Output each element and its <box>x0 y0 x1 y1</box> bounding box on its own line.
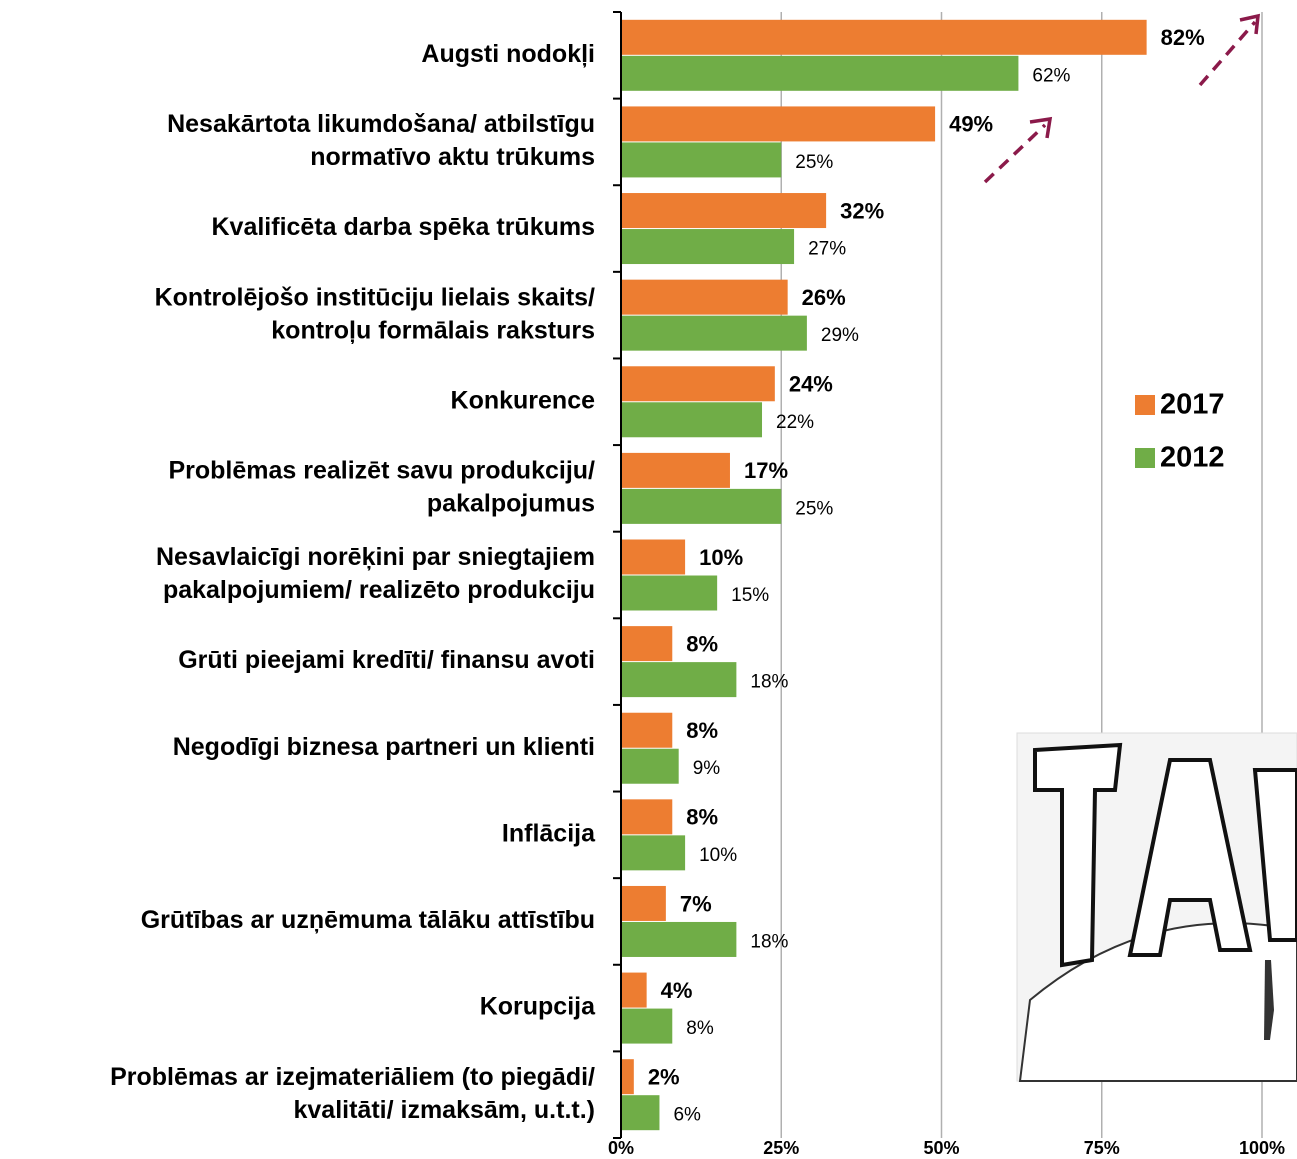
value-label: 8% <box>686 805 718 830</box>
category-label: Kontrolējošo institūciju lielais skaits/ <box>155 283 595 311</box>
x-tick-label: 25% <box>763 1138 799 1158</box>
category-label: Grūtības ar uzņēmuma tālāku attīstību <box>141 906 595 934</box>
value-label: 24% <box>789 372 833 397</box>
bar <box>621 835 685 870</box>
x-tick-label: 0% <box>608 1138 634 1158</box>
bar <box>621 20 1147 55</box>
bar <box>621 973 647 1008</box>
x-tick-label: 100% <box>1239 1138 1285 1158</box>
value-label: 7% <box>680 891 712 916</box>
bar <box>621 886 666 921</box>
bar <box>621 453 730 488</box>
bar <box>621 626 672 661</box>
bar <box>621 922 736 957</box>
value-label: 8% <box>686 718 718 743</box>
value-label: 8% <box>686 631 718 656</box>
bar <box>621 316 807 351</box>
value-label: 25% <box>795 152 833 173</box>
value-label: 6% <box>673 1105 701 1126</box>
value-label: 4% <box>661 978 693 1003</box>
value-label: 10% <box>699 845 737 866</box>
category-label: pakalpojumiem/ realizēto produkciju <box>163 576 595 604</box>
bar <box>621 749 679 784</box>
value-label: 29% <box>821 325 859 346</box>
bar <box>621 540 685 575</box>
bar <box>621 142 781 177</box>
category-label: Nesakārtota likumdošana/ atbilstīgu <box>167 110 595 138</box>
value-label: 32% <box>840 198 884 223</box>
bar <box>621 106 935 141</box>
value-label: 25% <box>795 498 833 519</box>
value-label: 17% <box>744 458 788 483</box>
category-label: Grūti pieejami kredīti/ finansu avoti <box>178 646 595 674</box>
category-label: Nesavlaicīgi norēķini par sniegtajiem <box>156 543 595 571</box>
value-label: 15% <box>731 585 769 606</box>
category-label: Negodīgi biznesa partneri un klienti <box>173 733 595 761</box>
category-label: Problēmas realizēt savu produkciju/ <box>168 456 595 484</box>
bar <box>621 402 762 437</box>
value-label: 10% <box>699 545 743 570</box>
x-tick-label: 75% <box>1084 1138 1120 1158</box>
category-label: kvalitāti/ izmaksām, u.t.t.) <box>294 1096 596 1124</box>
value-label: 22% <box>776 412 814 433</box>
category-label: pakalpojumus <box>427 489 595 517</box>
value-label: 2% <box>648 1065 680 1090</box>
legend-swatch <box>1135 448 1155 468</box>
bar <box>621 1095 659 1130</box>
bar <box>621 713 672 748</box>
bar <box>621 229 794 264</box>
value-label: 49% <box>949 112 993 137</box>
category-label: Konkurence <box>451 386 596 414</box>
category-label: Augsti nodokļi <box>421 40 595 68</box>
bar <box>621 1009 672 1044</box>
category-label: Kvalificēta darba spēka trūkums <box>212 213 596 241</box>
bar <box>621 662 736 697</box>
bar <box>621 799 672 834</box>
category-label: Korupcija <box>480 993 596 1021</box>
value-label: 8% <box>686 1018 714 1039</box>
bar <box>621 56 1018 91</box>
category-label: Problēmas ar izejmateriāliem (to piegādi… <box>110 1063 595 1091</box>
bar <box>621 280 788 315</box>
category-label: Inflācija <box>502 819 596 847</box>
bar <box>621 489 781 524</box>
chart: 0% 25% 50% 75% 100% Augsti nodokļi 82% 62% Nesak… <box>0 0 1297 1159</box>
value-label: 18% <box>750 931 788 952</box>
legend-label: 2017 <box>1160 389 1225 421</box>
value-label: 9% <box>693 758 721 779</box>
value-label: 27% <box>808 239 846 260</box>
value-label: 26% <box>802 285 846 310</box>
value-label: 18% <box>750 672 788 693</box>
bar <box>621 1059 634 1094</box>
value-label: 62% <box>1032 65 1070 86</box>
x-tick-label: 50% <box>923 1138 959 1158</box>
category-label: normatīvo aktu trūkums <box>310 143 595 171</box>
category-label: kontroļu formālais raksturs <box>271 316 595 344</box>
bar <box>621 366 775 401</box>
legend-swatch <box>1135 395 1155 415</box>
bar <box>621 576 717 611</box>
value-label: 82% <box>1161 25 1205 50</box>
legend-label: 2012 <box>1160 442 1225 474</box>
bar <box>621 193 826 228</box>
tax-picture <box>1017 733 1297 1081</box>
